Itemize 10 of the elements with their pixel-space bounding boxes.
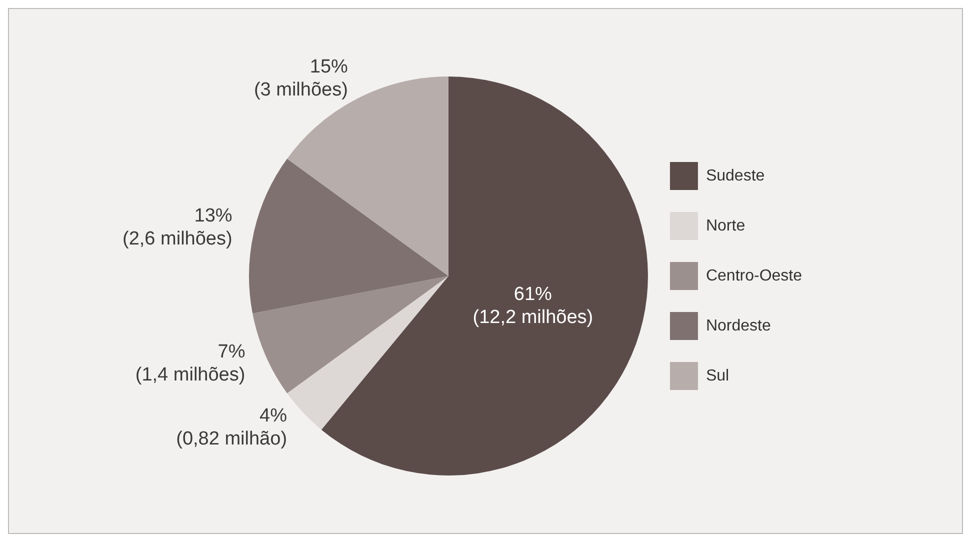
legend-label: Sudeste [706, 167, 765, 184]
data-label: 15% (3 milhões) [254, 56, 348, 100]
legend-label: Centro-Oeste [706, 267, 802, 284]
data-label: 61% (12,2 milhões) [472, 284, 594, 328]
legend-label: Norte [706, 217, 746, 234]
legend-label: Sul [706, 367, 730, 384]
data-label: 4% (0,82 milhão) [176, 405, 288, 450]
data-label: 7% (1,4 milhões) [135, 342, 246, 386]
data-label: 13% (2,6 milhões) [122, 205, 232, 250]
legend-label: Nordeste [706, 317, 771, 334]
